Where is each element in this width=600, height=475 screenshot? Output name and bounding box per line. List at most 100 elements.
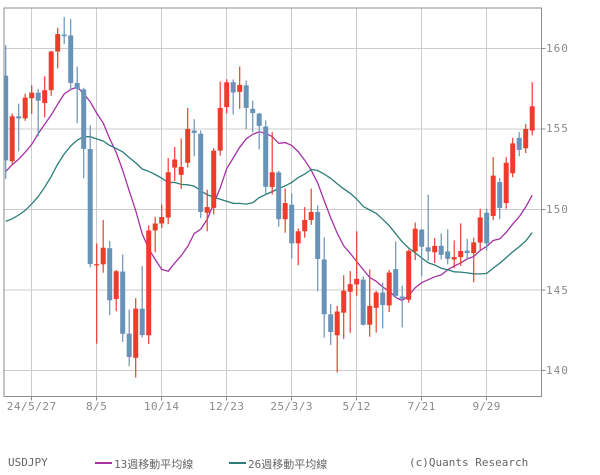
candle-body (87, 149, 93, 264)
candle-body (172, 159, 178, 168)
x-axis-tick-label: 7/21 (407, 400, 436, 413)
candle-body (256, 113, 262, 126)
candle-body (29, 92, 35, 99)
candle-body (263, 126, 269, 187)
candle-body (302, 219, 308, 232)
candle-body (295, 231, 301, 244)
candle-body (269, 172, 275, 187)
candle-body (126, 333, 132, 358)
x-axis-tick-label: 8/5 (86, 400, 108, 413)
candle-body (445, 251, 451, 259)
candle-body (432, 245, 438, 253)
candle-body (74, 82, 80, 89)
candle-body (146, 230, 152, 336)
copyright-label: (c)Quants Research (409, 456, 529, 469)
candle-body (393, 269, 399, 296)
candle-body (120, 271, 126, 334)
tick-marks (31, 47, 546, 401)
candle-body (347, 284, 353, 292)
candle-body (250, 108, 256, 114)
candle-body (334, 311, 340, 336)
candle-body (100, 247, 106, 265)
candle-body (237, 84, 243, 92)
candle-body (354, 278, 360, 285)
candles-series (4, 16, 535, 378)
candle-body (159, 217, 165, 224)
candle-body (399, 296, 405, 299)
candle-body (282, 203, 288, 220)
candle-body (529, 106, 535, 131)
candle-body (68, 35, 74, 83)
candle-body (107, 248, 113, 301)
candle-body (22, 97, 28, 119)
candle-body (243, 85, 249, 108)
candle-body (523, 128, 529, 149)
candle-body (321, 259, 327, 315)
candle-body (367, 305, 373, 325)
ma13-legend-swatch (95, 462, 112, 464)
candle-body (490, 175, 496, 216)
candle-body (191, 130, 197, 133)
candle-body (289, 204, 295, 244)
candle-body (341, 290, 347, 313)
candle-body (61, 34, 67, 37)
candle-body (4, 75, 9, 161)
candle-body (471, 242, 477, 254)
candle-body (217, 107, 223, 151)
candle-body (9, 116, 15, 162)
ma13-legend-label: 13週移動平均線 (114, 458, 194, 471)
candle-body (412, 228, 418, 252)
candle-body (48, 51, 54, 91)
x-axis-tick-label: 12/23 (208, 400, 245, 413)
candle-body (139, 308, 145, 336)
candle-body (16, 116, 22, 119)
y-axis-tick-label: 145 (546, 283, 569, 297)
candle-body (165, 172, 171, 218)
candle-body (211, 150, 217, 208)
candle-body (510, 143, 516, 174)
moving-average-lines (5, 86, 533, 302)
candle-body (360, 279, 366, 325)
x-axis-tick-label: 9/29 (472, 400, 501, 413)
candle-body (516, 137, 522, 150)
candle-body (230, 82, 236, 93)
ma26-legend-swatch (229, 462, 246, 464)
y-axis-tick-label: 150 (546, 203, 569, 216)
candle-body (477, 217, 483, 243)
candle-body (185, 128, 191, 163)
ma-line-26 (5, 136, 533, 275)
candle-body (113, 271, 119, 299)
y-axis-tick-label: 140 (546, 364, 569, 378)
x-axis-tick-label: 5/12 (342, 400, 371, 413)
candle-body (94, 264, 100, 266)
candle-body (373, 292, 379, 308)
candle-body (484, 212, 490, 244)
candle-body (35, 92, 41, 101)
candle-body (386, 272, 392, 306)
candle-body (438, 245, 444, 255)
candle-body (315, 211, 321, 259)
plot-border (3, 7, 542, 397)
candle-body (419, 229, 425, 247)
candle-body (133, 308, 139, 358)
x-axis-tick-label: 10/14 (143, 400, 180, 413)
candle-body (328, 314, 334, 333)
candle-body (497, 182, 503, 208)
candle-body (224, 82, 230, 108)
candle-body (464, 250, 470, 254)
candle-body (81, 89, 87, 149)
candle-body (55, 34, 61, 52)
x-axis-tick-label: 24/5/27 (6, 400, 57, 413)
candle-body (425, 247, 431, 252)
candle-body (380, 292, 386, 306)
candle-body (451, 257, 457, 260)
candle-body (198, 133, 204, 212)
y-axis-tick-label: 160 (546, 41, 569, 55)
candle-body (152, 223, 158, 231)
symbol-label: USDJPY (8, 456, 48, 469)
candle-body (276, 172, 282, 220)
candle-body (178, 166, 184, 175)
x-axis-tick-label: 25/3/3 (270, 400, 314, 413)
